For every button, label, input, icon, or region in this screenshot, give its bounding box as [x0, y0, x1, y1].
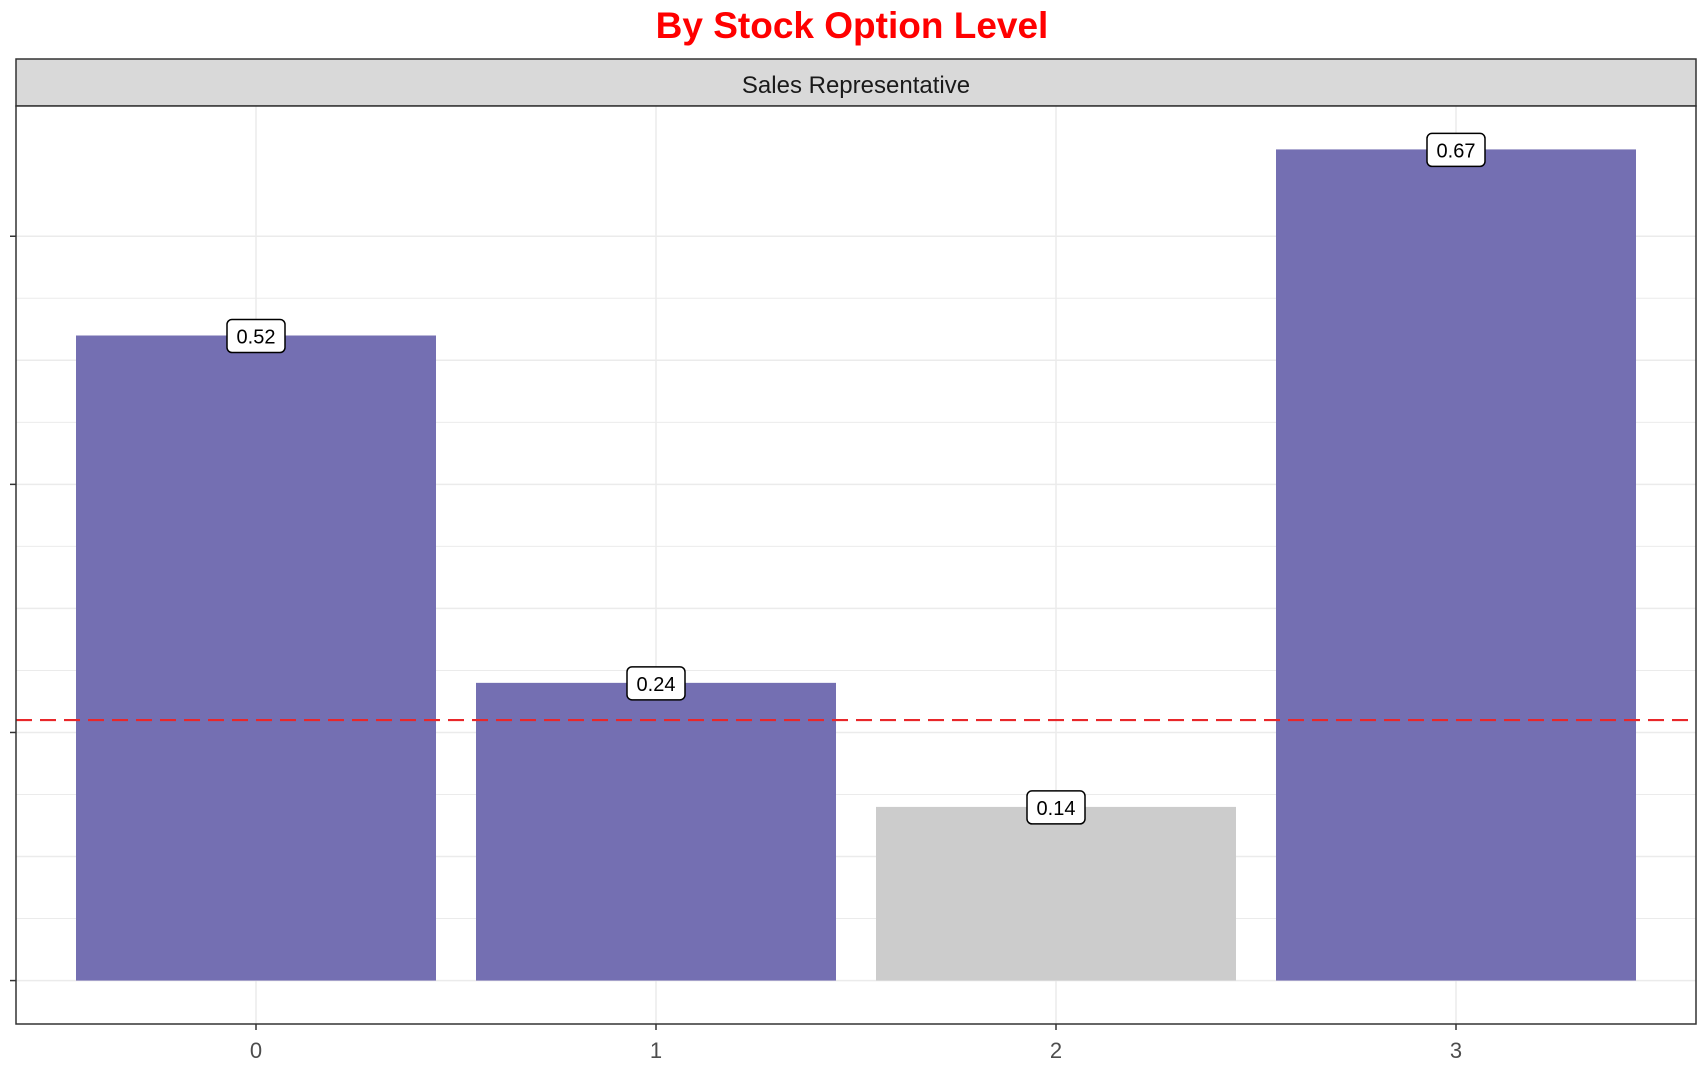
data-label-text: 0.67 [1437, 140, 1476, 162]
bar-2 [876, 806, 1236, 981]
data-label-box [1426, 132, 1486, 168]
y-axis-ticks [10, 235, 16, 982]
data-label-box [1026, 790, 1086, 825]
data-label-text: 0.52 [237, 327, 276, 349]
facet-strip [15, 58, 1697, 107]
chart-title: By Stock Option Level [656, 5, 1049, 46]
bars [76, 149, 1636, 981]
data-label-box [626, 666, 686, 701]
data-label-2: 0.14 [1026, 790, 1086, 825]
data-label-3: 0.67 [1426, 132, 1486, 168]
x-tick-label: 1 [650, 1038, 662, 1063]
data-labels: 0.52 0.24 0.14 0.67 [226, 132, 1486, 825]
x-tick-label: 0 [250, 1038, 262, 1063]
facet-strip-label: Sales Representative [742, 72, 970, 99]
panel-border [15, 105, 1697, 1025]
data-label-0: 0.52 [226, 318, 286, 354]
bar-0 [76, 335, 436, 981]
bar-3 [1276, 149, 1636, 981]
data-label-text: 0.24 [637, 674, 676, 696]
x-tick-label: 3 [1450, 1038, 1462, 1063]
data-label-text: 0.14 [1037, 798, 1076, 820]
bar-1 [476, 682, 836, 981]
data-label-box [226, 318, 286, 354]
x-axis: 0 1 2 3 [250, 1024, 1462, 1063]
data-label-1: 0.24 [626, 666, 686, 701]
x-tick-label: 2 [1050, 1038, 1062, 1063]
